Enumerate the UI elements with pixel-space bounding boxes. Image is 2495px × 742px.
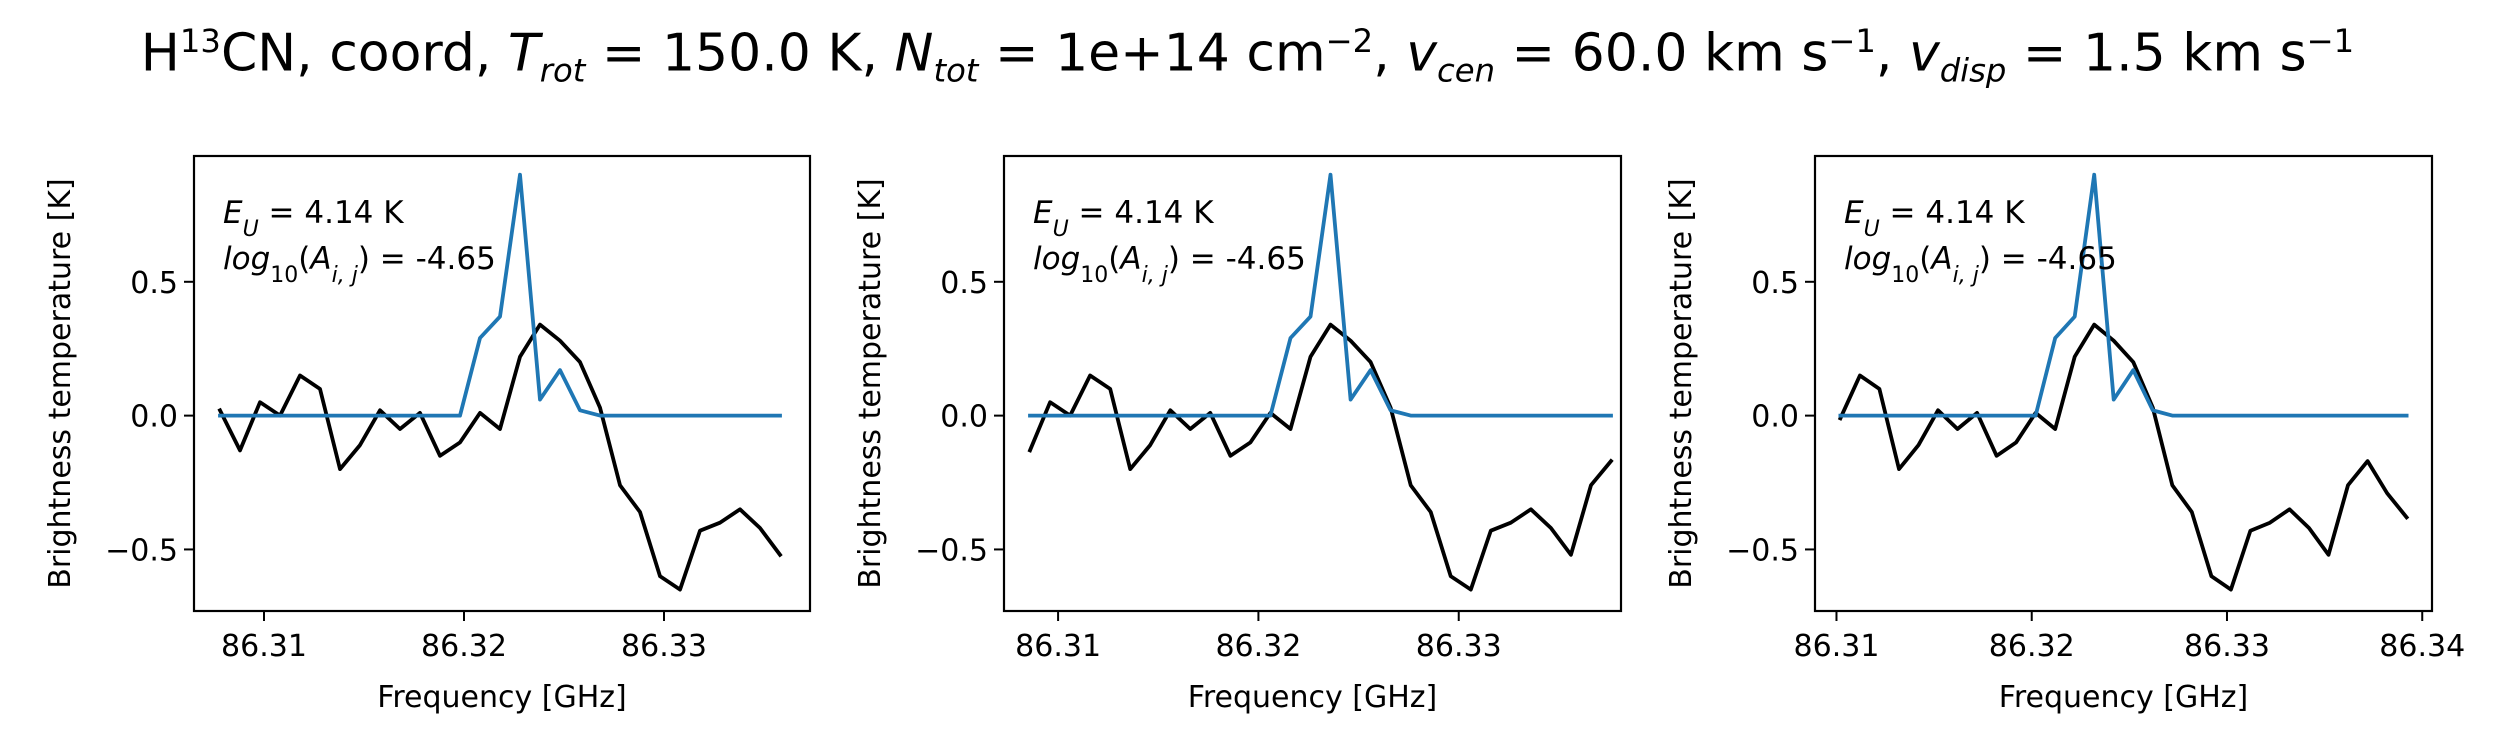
x-tick-label: 86.32 <box>421 629 507 664</box>
x-tick-label: 86.31 <box>1015 629 1101 664</box>
axes-frame <box>1813 154 2434 613</box>
x-tick-label: 86.34 <box>2379 629 2465 664</box>
annotation-einstein-a: log10(Ai, j) = -4.65 <box>1844 241 2117 288</box>
axes-frame <box>1002 154 1623 613</box>
figure-title: H13CN, coord, Trot = 150.0 K, Ntot = 1e+… <box>140 22 2355 90</box>
annotation-energy: EU = 4.14 K <box>1844 195 2025 242</box>
x-tick-label: 86.32 <box>1989 629 2075 664</box>
series-line-2 <box>1028 172 1613 418</box>
series-line-2 <box>218 172 782 418</box>
x-tick-label: 86.33 <box>621 629 707 664</box>
series-line-1 <box>1837 322 2410 592</box>
series-line-1 <box>1027 322 1614 592</box>
annotation-einstein-a: log10(Ai, j) = -4.65 <box>1033 241 1306 288</box>
annotation-energy: EU = 4.14 K <box>1033 195 1214 242</box>
y-tick-label: 0.0 <box>1751 400 1799 435</box>
y-tick-label: 0.0 <box>940 400 988 435</box>
y-axis-label: Brightness temperature [K] <box>43 178 78 589</box>
y-tick-label: −0.5 <box>1726 533 1799 568</box>
annotation-energy: EU = 4.14 K <box>223 195 404 242</box>
x-tick-label: 86.31 <box>221 629 307 664</box>
axes-frame <box>192 154 812 613</box>
y-tick-label: 0.5 <box>1751 266 1799 301</box>
y-axis-label: Brightness temperature [K] <box>1664 178 1699 589</box>
y-tick-label: 0.0 <box>130 400 178 435</box>
subplot-2: 86.31 86.32 86.33 −0.5 0.0 0.5 Frequency [GHz]… <box>853 154 1623 715</box>
subplot-3: 86.31 86.32 86.33 86.34 −0.5 0.0 0.5 Frequency … <box>1664 154 2465 715</box>
x-tick-label: 86.33 <box>2184 629 2270 664</box>
series-line-2 <box>1838 172 2409 418</box>
y-tick-label: −0.5 <box>915 533 988 568</box>
y-axis-label: Brightness temperature [K] <box>853 178 888 589</box>
x-axis-label: Frequency [GHz] <box>377 680 626 715</box>
x-tick-label: 86.33 <box>1416 629 1502 664</box>
x-axis-label: Frequency [GHz] <box>1188 680 1437 715</box>
x-axis-label: Frequency [GHz] <box>1999 680 2248 715</box>
y-tick-label: 0.5 <box>940 266 988 301</box>
annotation-einstein-a: log10(Ai, j) = -4.65 <box>223 241 496 288</box>
x-tick-label: 86.31 <box>1794 629 1880 664</box>
y-tick-label: 0.5 <box>130 266 178 301</box>
series-line-1 <box>217 322 783 592</box>
y-tick-label: −0.5 <box>105 533 178 568</box>
x-tick-label: 86.32 <box>1215 629 1301 664</box>
subplot-1: 86.31 86.32 86.33 −0.5 0.0 0.5 Frequency [GHz]… <box>43 154 812 715</box>
